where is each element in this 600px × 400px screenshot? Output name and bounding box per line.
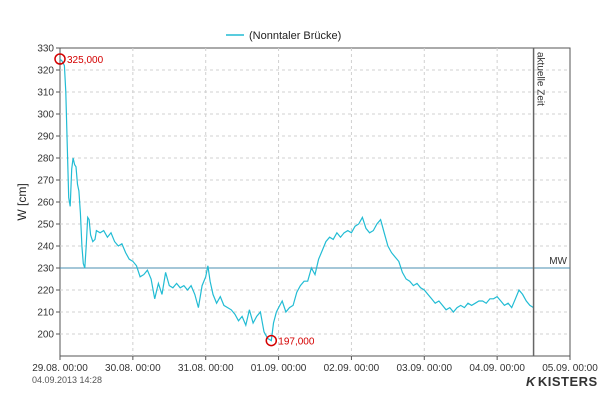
y-axis-title: W [cm] <box>15 183 29 220</box>
annotations: 325,000 197,000 <box>54 53 315 348</box>
x-ticks: 29.08. 00:00 30.08. 00:00 31.08. 00:00 01.0… <box>32 356 598 374</box>
extreme-marker <box>54 53 66 65</box>
y-tick-label: 280 <box>37 154 54 165</box>
x-tick-label: 29.08. 00:00 <box>32 363 88 374</box>
brand-name: KISTERS <box>537 374 598 389</box>
mw-label: MW <box>549 256 567 267</box>
aktuelle-zeit-label: aktuelle Zeit <box>535 52 546 106</box>
y-tick-label: 330 <box>37 44 54 55</box>
y-tick-label: 250 <box>37 220 54 231</box>
brand-logo: K KISTERS <box>526 374 598 389</box>
extreme-marker <box>265 334 278 347</box>
footer-timestamp: 04.09.2013 14:28 <box>32 375 103 385</box>
x-tick-label: 30.08. 00:00 <box>105 363 161 374</box>
legend-label: (Nonntaler Brücke) <box>249 30 341 42</box>
y-tick-label: 320 <box>37 66 54 77</box>
y-ticks: 200 210 220 230 240 250 260 270 280 290 300 310 320 3… <box>37 44 60 341</box>
series-line <box>59 58 534 342</box>
y-tick-label: 270 <box>37 176 54 187</box>
grid <box>60 48 570 356</box>
series-nonntaler-bruecke <box>59 58 534 342</box>
x-tick-label: 01.09. 00:00 <box>251 363 307 374</box>
x-tick-label: 31.08. 00:00 <box>178 363 234 374</box>
y-tick-label: 310 <box>37 88 54 99</box>
y-tick-label: 210 <box>37 308 54 319</box>
extreme-value-label: 197,000 <box>278 337 315 348</box>
y-tick-label: 240 <box>37 242 54 253</box>
y-tick-label: 290 <box>37 132 54 143</box>
extreme-value-label: 325,000 <box>67 55 104 66</box>
y-tick-label: 300 <box>37 110 54 121</box>
x-tick-label: 04.09. 00:00 <box>469 363 525 374</box>
x-tick-label: 02.09. 00:00 <box>324 363 380 374</box>
y-tick-label: 200 <box>37 330 54 341</box>
mean-water-line: MW <box>60 256 570 269</box>
current-time-line: aktuelle Zeit <box>532 48 546 356</box>
kisters-logo-icon: K <box>526 374 536 389</box>
legend: (Nonntaler Brücke) <box>226 30 341 42</box>
y-tick-label: 260 <box>37 198 54 209</box>
x-tick-label: 05.09. 00:00 <box>542 363 598 374</box>
x-tick-label: 03.09. 00:00 <box>396 363 452 374</box>
y-tick-label: 220 <box>37 286 54 297</box>
y-tick-label: 230 <box>37 264 54 275</box>
